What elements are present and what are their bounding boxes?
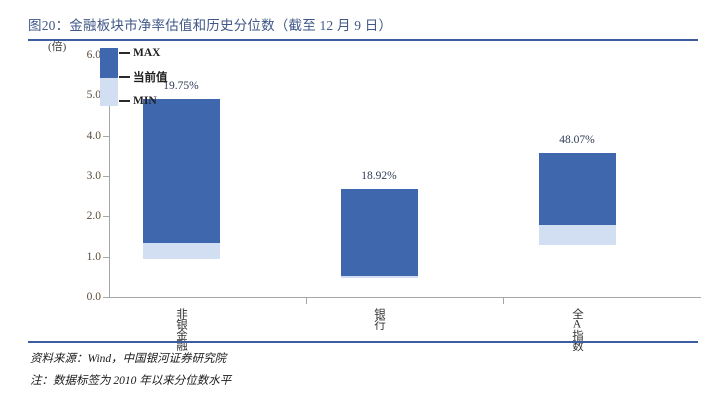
legend-leader-line-current [119,76,130,78]
legend-label-current: 当前值 [133,72,168,84]
legend-swatch-min [100,78,118,106]
legend-label-max: MAX [133,47,161,59]
y-axis-tick-label: 0.0 [86,291,101,303]
y-axis-tick [103,297,109,298]
x-axis-label-银行: 银行 [373,308,385,329]
legend-leader-line-max [119,52,130,54]
bar-range-银行[interactable] [340,188,418,279]
x-axis-separator [503,297,504,304]
y-axis-tick-label: 5.0 [86,89,101,102]
y-axis-tick-label: 1.0 [86,250,101,263]
legend-label-min: MIN [133,95,157,107]
x-axis-separator [306,297,307,304]
note-line: 注：数据标签为 2010 年以来分位数水平 [30,375,232,387]
chart-canvas: (倍) 0.0 1.0 2.0 3.0 4.0 5.0 6.0 19.75% 18.92% 48… [0,38,725,351]
y-axis-tick-label: 4.0 [86,129,101,142]
figure-title-block: 图20：金融板块市净率估值和历史分位数（截至 12 月 9 日） [28,14,698,41]
y-axis-tick-label: 3.0 [86,170,101,182]
bar-percentile-label: 18.92% [361,169,397,182]
y-axis-tick [103,135,109,137]
y-axis-tick [103,256,109,258]
legend-swatch-bar [100,48,118,106]
x-axis-label-全A指数: 全A指数 [571,308,583,351]
y-axis-line [109,55,110,298]
legend-swatch-max [100,48,118,78]
bar-percentile-label: 48.07% [559,133,595,146]
y-axis-unit-label: (倍) [48,41,67,53]
y-axis-tick-label: 6.0 [86,49,101,61]
source-line: 资料来源：Wind，中国银河证券研究院 [30,353,227,365]
bar-segment-min-to-current [340,275,418,279]
bar-segment-min-to-current [142,243,220,259]
y-axis-tick [103,176,109,177]
legend-leader-line-min [119,100,130,102]
y-axis-tick-label: 2.0 [86,210,101,223]
bar-segment-current-to-max [538,152,616,225]
bar-segment-current-to-max [142,99,220,244]
bar-range-非银金融[interactable] [142,99,220,259]
x-axis-label-非银金融: 非银金融 [175,308,187,350]
bar-range-全A指数[interactable] [538,152,616,245]
chart-legend: MAX 当前值 MIN [100,46,260,108]
title-divider [28,39,698,41]
bar-segment-current-to-max [340,188,418,276]
x-axis-line [109,297,701,298]
y-axis-tick [103,216,109,218]
bar-percentile-label: 19.75% [163,80,199,93]
page-title: 图20：金融板块市净率估值和历史分位数（截至 12 月 9 日） [28,18,393,33]
bar-segment-min-to-current [538,224,616,245]
footer-divider [28,341,698,343]
